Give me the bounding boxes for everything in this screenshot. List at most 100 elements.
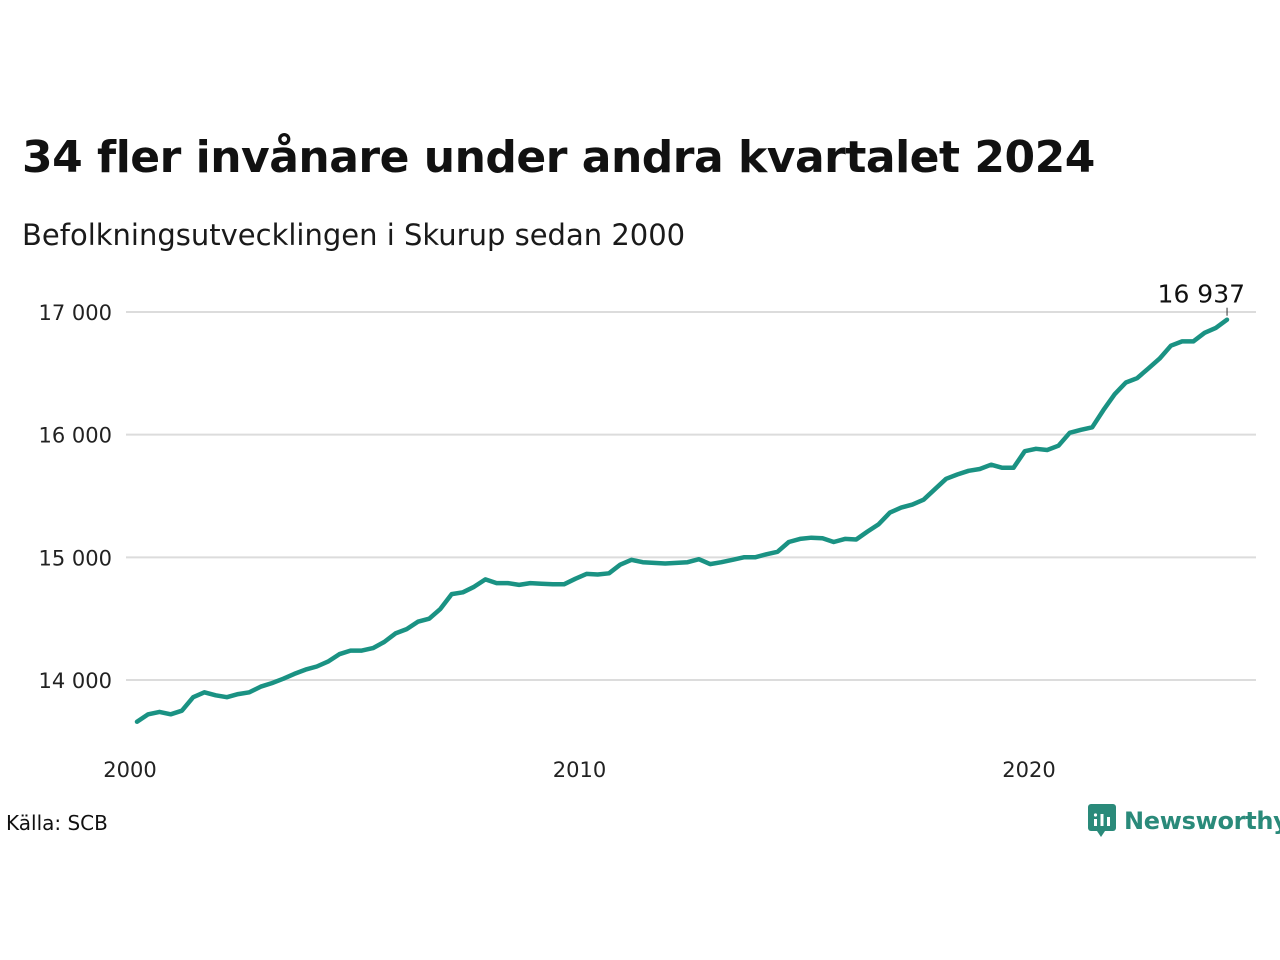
data-point: [698, 558, 700, 560]
data-point: [743, 556, 745, 558]
data-point: [934, 488, 936, 490]
data-point: [1147, 367, 1149, 369]
data-point: [1057, 445, 1060, 447]
source-note: Källa: SCB: [6, 811, 108, 835]
data-point: [687, 561, 689, 563]
data-point: [496, 582, 498, 584]
data-point: [675, 562, 678, 564]
data-point: [833, 541, 835, 543]
data-point: [889, 511, 891, 514]
x-tick-label: 2020: [1002, 758, 1055, 782]
data-point: [540, 583, 543, 585]
data-point: [1035, 448, 1037, 450]
data-point: [866, 531, 869, 533]
data-point: [1125, 381, 1127, 384]
series-line-population: [134, 317, 1230, 724]
data-point: [1181, 340, 1183, 342]
data-point: [630, 559, 633, 561]
data-point: [720, 561, 723, 563]
data-point: [1159, 358, 1161, 360]
data-point: [585, 573, 588, 575]
data-point: [439, 608, 441, 610]
data-point: [979, 468, 981, 470]
data-point: [1080, 429, 1082, 431]
data-point: [226, 696, 228, 698]
data-point: [878, 523, 880, 525]
data-point: [1091, 426, 1093, 428]
data-point: [484, 578, 486, 581]
x-tick-label: 2010: [553, 758, 606, 782]
y-tick-label: 14 000: [39, 669, 112, 693]
data-point: [653, 562, 655, 564]
data-point: [821, 537, 824, 539]
data-point: [945, 478, 947, 480]
data-point: [923, 499, 925, 501]
data-point: [316, 665, 318, 668]
data-point: [1046, 449, 1048, 451]
data-point: [844, 538, 846, 540]
data-point: [170, 713, 172, 715]
data-point: [1170, 345, 1172, 347]
data-point: [788, 541, 790, 543]
data-point: [1136, 377, 1138, 379]
data-point: [271, 682, 273, 684]
page-title: 34 fler invånare under andra kvartalet 2…: [22, 132, 1095, 183]
data-point: [237, 693, 239, 695]
data-point: [1012, 467, 1015, 469]
data-point: [619, 564, 621, 566]
data-point: [1215, 327, 1217, 329]
data-point: [282, 678, 284, 680]
data-point: [608, 572, 610, 574]
series-layer: [134, 317, 1230, 724]
data-point: [417, 621, 419, 623]
data-point: [1114, 393, 1116, 395]
data-point: [990, 464, 992, 466]
data-point: [664, 562, 666, 565]
y-tick-label: 15 000: [39, 546, 112, 570]
data-point: [248, 691, 250, 693]
data-point: [473, 586, 475, 588]
data-point: [293, 673, 295, 675]
data-point: [810, 537, 812, 539]
data-point: [765, 553, 767, 555]
data-point: [1204, 332, 1206, 334]
data-point: [372, 647, 374, 649]
data-point: [428, 618, 430, 620]
data-point: [1024, 450, 1026, 452]
data-point: [462, 591, 464, 593]
data-point: [305, 669, 307, 671]
data-point: [136, 721, 138, 723]
newsworthy-logo-icon: [1088, 804, 1116, 837]
data-point: [383, 641, 385, 643]
data-point: [518, 584, 520, 586]
data-point: [181, 710, 183, 712]
data-point: [507, 582, 509, 584]
data-point: [394, 632, 397, 635]
y-tick-label: 16 000: [39, 424, 112, 448]
data-point: [563, 583, 565, 585]
data-point: [754, 556, 756, 558]
end-value-label: 16 937: [1158, 280, 1245, 309]
data-point: [956, 473, 958, 476]
data-point: [192, 696, 194, 698]
data-point: [349, 650, 352, 652]
data-point: [799, 538, 801, 540]
data-point: [203, 691, 205, 693]
page-subtitle: Befolkningsutvecklingen i Skurup sedan 2…: [22, 218, 686, 252]
data-point: [574, 578, 576, 580]
data-point: [642, 561, 644, 563]
data-point: [406, 628, 408, 630]
brand-logo[interactable]: Newsworthy: [1088, 804, 1280, 838]
data-point: [215, 694, 217, 696]
data-point: [1192, 340, 1194, 342]
data-point: [709, 563, 711, 565]
data-point: [338, 653, 340, 655]
data-point: [1102, 409, 1104, 411]
data-point: [911, 504, 914, 506]
data-point: [451, 593, 453, 595]
data-point: [158, 711, 161, 713]
data-point: [900, 507, 902, 509]
data-point: [147, 713, 149, 715]
data-point: [529, 582, 531, 584]
